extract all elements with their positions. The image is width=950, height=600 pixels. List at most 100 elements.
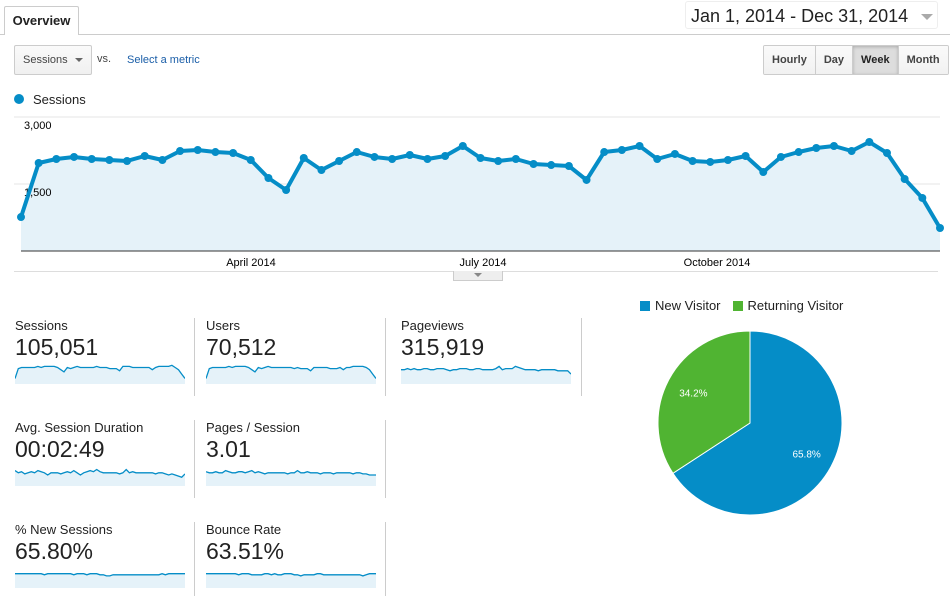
- metric-tile-new-sessions[interactable]: % New Sessions 65.80%: [15, 522, 190, 600]
- legend-new-visitor[interactable]: New Visitor: [640, 298, 721, 313]
- data-point-25[interactable]: [458, 141, 467, 150]
- data-point-4[interactable]: [87, 154, 96, 163]
- data-point-35[interactable]: [635, 141, 644, 150]
- metric-label: Pageviews: [401, 318, 464, 333]
- metric-dropdown[interactable]: Sessions: [14, 45, 92, 75]
- data-point-48[interactable]: [865, 138, 874, 147]
- data-point-32[interactable]: [582, 175, 591, 184]
- data-point-2[interactable]: [52, 154, 61, 163]
- data-point-39[interactable]: [706, 157, 715, 166]
- data-point-21[interactable]: [388, 154, 397, 163]
- data-point-6[interactable]: [123, 156, 132, 165]
- metric-value: 63.51%: [206, 538, 285, 564]
- data-point-26[interactable]: [476, 154, 485, 163]
- data-point-20[interactable]: [370, 152, 379, 161]
- data-point-16[interactable]: [299, 154, 308, 163]
- data-point-44[interactable]: [794, 148, 803, 157]
- chart-collapse-handle[interactable]: [453, 271, 503, 281]
- data-point-42[interactable]: [759, 167, 768, 176]
- sparkline: [206, 365, 376, 384]
- data-point-49[interactable]: [882, 149, 891, 158]
- data-point-36[interactable]: [653, 154, 662, 163]
- data-point-27[interactable]: [494, 156, 503, 165]
- separator: [385, 420, 386, 498]
- pie-slice-returning-visitor[interactable]: [657, 330, 751, 474]
- data-point-28[interactable]: [511, 154, 520, 163]
- legend-swatch-icon: [640, 301, 650, 311]
- data-point-46[interactable]: [829, 141, 838, 150]
- metric-value: 105,051: [15, 334, 99, 360]
- data-point-41[interactable]: [741, 151, 750, 160]
- data-point-7[interactable]: [140, 151, 149, 160]
- separator: [385, 318, 386, 396]
- pie-label-new-visitor: 65.8%: [792, 450, 820, 461]
- data-point-3[interactable]: [70, 152, 79, 161]
- sparkline: [15, 573, 185, 588]
- pie-legend: New Visitor Returning Visitor: [640, 298, 843, 313]
- pie-slice-new-visitor[interactable]: [672, 330, 843, 516]
- week-button[interactable]: Week: [852, 46, 898, 74]
- month-button[interactable]: Month: [897, 46, 948, 74]
- hourly-button[interactable]: Hourly: [764, 46, 815, 74]
- x-tick-october: October 2014: [684, 257, 751, 269]
- sparkline-line: [15, 364, 185, 379]
- data-point-1[interactable]: [34, 159, 43, 168]
- metric-label: Pages / Session: [206, 420, 300, 435]
- data-point-38[interactable]: [688, 156, 697, 165]
- sparkline-line: [401, 365, 571, 375]
- data-point-18[interactable]: [335, 156, 344, 165]
- sessions-line-chart: 3,000 1,500 April 2014 July 2014 October…: [14, 116, 944, 269]
- data-point-11[interactable]: [211, 148, 220, 157]
- data-point-9[interactable]: [176, 146, 185, 155]
- data-point-29[interactable]: [529, 159, 538, 168]
- data-point-23[interactable]: [423, 154, 432, 163]
- sparkline-area: [206, 573, 376, 588]
- data-point-0[interactable]: [17, 213, 25, 222]
- tab-overview[interactable]: Overview: [4, 6, 79, 35]
- select-metric-link[interactable]: Select a metric: [127, 54, 200, 66]
- metric-tile-pages-session[interactable]: Pages / Session 3.01: [206, 420, 381, 498]
- data-point-13[interactable]: [246, 156, 255, 165]
- metric-label: Avg. Session Duration: [15, 420, 144, 435]
- data-point-15[interactable]: [282, 185, 291, 194]
- data-point-43[interactable]: [776, 152, 785, 161]
- separator: [581, 318, 582, 396]
- data-point-31[interactable]: [564, 161, 573, 170]
- data-point-33[interactable]: [600, 148, 609, 157]
- data-point-50[interactable]: [900, 174, 909, 183]
- data-point-47[interactable]: [847, 146, 856, 155]
- vs-label: vs.: [97, 53, 112, 65]
- metric-value: 315,919: [401, 334, 485, 360]
- data-point-14[interactable]: [264, 174, 273, 183]
- metric-tile-users[interactable]: Users 70,512: [206, 318, 381, 396]
- metric-tile-pageviews[interactable]: Pageviews 315,919: [401, 318, 576, 396]
- data-point-8[interactable]: [158, 156, 167, 165]
- data-point-10[interactable]: [193, 146, 202, 155]
- sparkline: [206, 573, 376, 588]
- data-point-45[interactable]: [812, 143, 821, 152]
- metric-tile-avg-session-duration[interactable]: Avg. Session Duration 00:02:49: [15, 420, 190, 498]
- data-point-52[interactable]: [936, 223, 944, 232]
- date-range-picker[interactable]: Jan 1, 2014 - Dec 31, 2014: [685, 1, 938, 29]
- data-point-34[interactable]: [617, 146, 626, 155]
- data-point-37[interactable]: [670, 149, 679, 158]
- data-point-12[interactable]: [229, 149, 238, 158]
- metric-label: % New Sessions: [15, 522, 113, 537]
- data-point-30[interactable]: [547, 161, 556, 170]
- separator: [194, 420, 195, 498]
- data-point-22[interactable]: [405, 151, 414, 160]
- metric-label: Users: [206, 318, 240, 333]
- metric-tile-sessions[interactable]: Sessions 105,051: [15, 318, 190, 396]
- data-point-24[interactable]: [441, 151, 450, 160]
- data-point-51[interactable]: [918, 193, 927, 202]
- day-button[interactable]: Day: [814, 46, 853, 74]
- sparkline: [401, 365, 571, 384]
- metric-label: Bounce Rate: [206, 522, 282, 537]
- metric-tile-bounce-rate[interactable]: Bounce Rate 63.51%: [206, 522, 381, 600]
- data-point-19[interactable]: [352, 148, 361, 157]
- data-point-17[interactable]: [317, 166, 326, 175]
- data-point-40[interactable]: [723, 156, 732, 165]
- sparkline-area: [15, 469, 185, 486]
- legend-returning-visitor[interactable]: Returning Visitor: [732, 298, 843, 313]
- data-point-5[interactable]: [105, 156, 114, 165]
